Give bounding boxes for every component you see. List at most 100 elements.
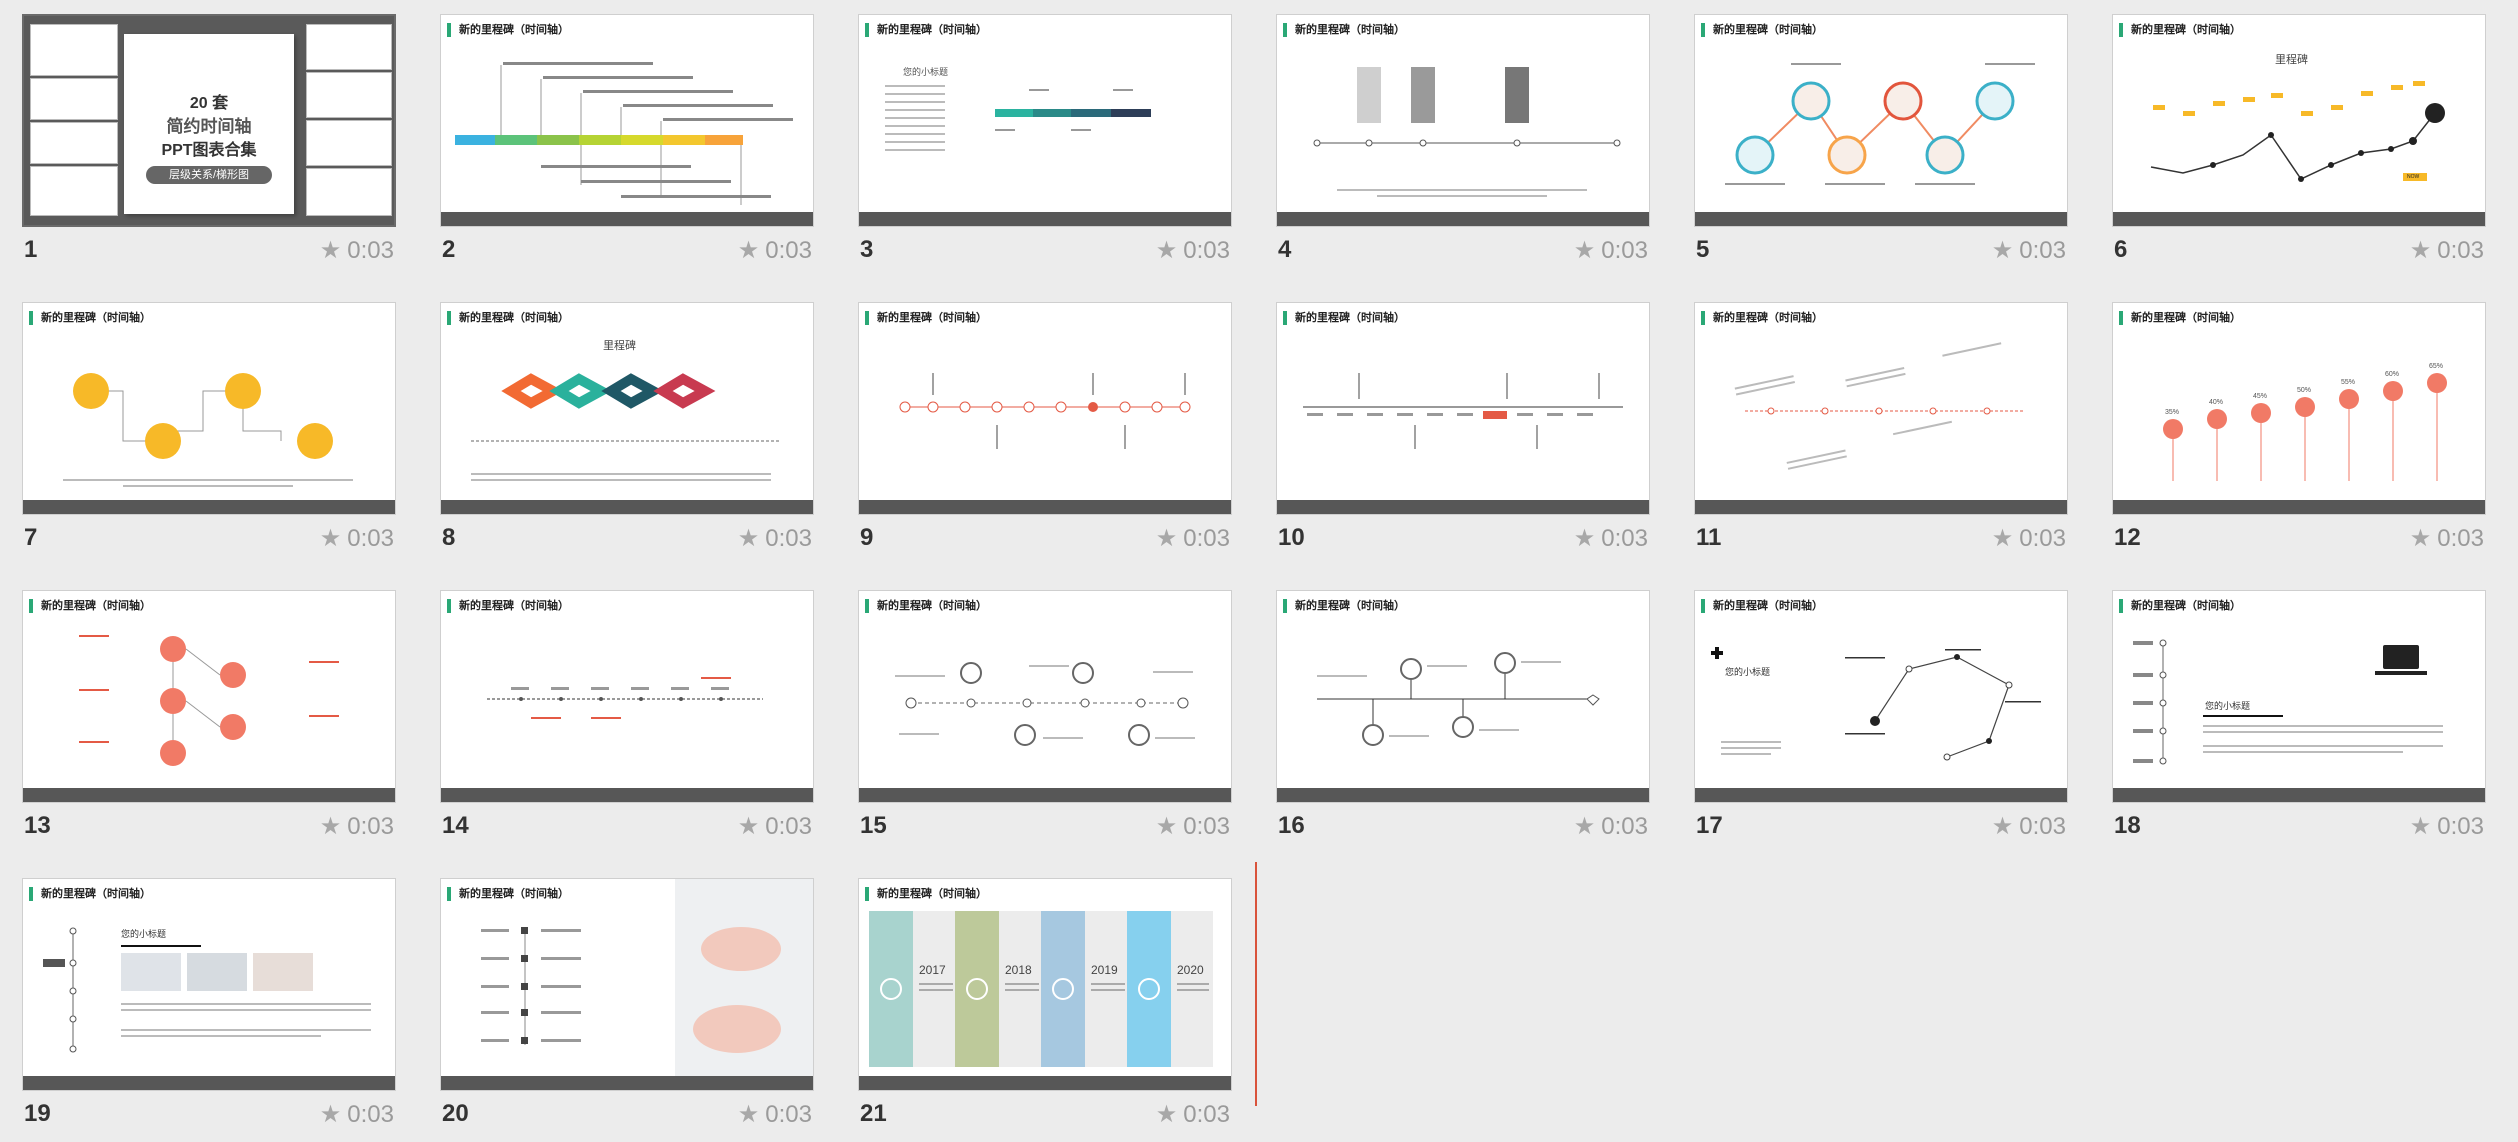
slide-title: 新的里程碑（时间轴） <box>865 23 987 37</box>
slide-footer <box>1277 500 1649 514</box>
timing-value: 0:03 <box>765 813 812 840</box>
slide-thumbnail-3[interactable]: 新的里程碑（时间轴） 您的小标题 3 ★ 0:03 <box>858 14 1232 264</box>
percent-label: 60% <box>2385 371 2400 378</box>
slide-timing[interactable]: ★ 0:03 <box>1156 524 1230 553</box>
slide-timing[interactable]: ★ 0:03 <box>1992 812 2066 841</box>
slide-thumbnail-12[interactable]: 新的里程碑（时间轴） 35% 40% 45% 50% 55% 60% 65% 1… <box>2112 302 2486 552</box>
slide-timing[interactable]: ★ 0:03 <box>1992 236 2066 265</box>
slide-thumbnail-20[interactable]: 新的里程碑（时间轴） 20 ★ 0:03 <box>440 878 814 1128</box>
slide-timing[interactable]: ★ 0:03 <box>738 1100 812 1129</box>
slide-timing[interactable]: ★ 0:03 <box>1992 524 2066 553</box>
slide-timing[interactable]: ★ 0:03 <box>1156 236 1230 265</box>
timing-value: 0:03 <box>2019 237 2066 264</box>
slide-thumbnail-11[interactable]: 新的里程碑（时间轴） 11 ★ 0:03 <box>1694 302 2068 552</box>
slide-thumbnail-5[interactable]: 新的里程碑（时间轴） 5 ★ 0:03 <box>1694 14 2068 264</box>
timeline-graphic <box>1303 373 1623 449</box>
star-icon: ★ <box>319 1101 342 1128</box>
timeline-graphic <box>895 662 1195 746</box>
timeline-graphic <box>2133 639 2443 765</box>
timeline-graphic <box>79 635 339 766</box>
slide-title: 新的里程碑（时间轴） <box>865 599 987 613</box>
star-icon: ★ <box>319 525 342 552</box>
percent-label: 40% <box>2209 399 2224 406</box>
slide-timing[interactable]: ★ 0:03 <box>738 236 812 265</box>
milestone-heading: 里程碑 <box>603 340 636 352</box>
slide-timing[interactable]: ★ 0:03 <box>1156 812 1230 841</box>
star-icon: ★ <box>1155 813 1178 840</box>
timeline-graphic <box>899 373 1191 449</box>
slide-timing[interactable]: ★ 0:03 <box>320 524 394 553</box>
slide-preview: 新的里程碑（时间轴） <box>1276 14 1650 227</box>
timing-value: 0:03 <box>1183 813 1230 840</box>
slide-title: 新的里程碑（时间轴） <box>1701 311 1823 325</box>
slide-thumbnail-10[interactable]: 新的里程碑（时间轴） 10 ★ 0:03 <box>1276 302 1650 552</box>
cover-subtitle: PPT图表合集 <box>161 142 257 159</box>
slide-timing[interactable]: ★ 0:03 <box>738 524 812 553</box>
slide-footer <box>1695 212 2067 226</box>
slide-number: 20 <box>442 1100 469 1127</box>
timeline-graphic <box>1711 647 2041 761</box>
slide-thumbnail-2[interactable]: 新的里程碑（时间轴） 2 ★ 0:03 <box>440 14 814 264</box>
percent-label: 50% <box>2297 387 2312 394</box>
slide-timing[interactable]: ★ 0:03 <box>1574 236 1648 265</box>
slide-thumbnail-8[interactable]: 新的里程碑（时间轴） 里程碑 8 ★ 0:03 <box>440 302 814 552</box>
slide-timing[interactable]: ★ 0:03 <box>320 236 394 265</box>
timeline-graphic <box>1725 63 2035 185</box>
percent-label: 55% <box>2341 379 2356 386</box>
timing-value: 0:03 <box>1601 237 1648 264</box>
slide-timing[interactable]: ★ 0:03 <box>2410 236 2484 265</box>
slide-timing[interactable]: ★ 0:03 <box>1574 524 1648 553</box>
slide-preview: 新的里程碑（时间轴） <box>1694 302 2068 515</box>
timeline-graphic <box>43 927 371 1053</box>
slide-timing[interactable]: ★ 0:03 <box>1574 812 1648 841</box>
slide-preview: 新的里程碑（时间轴） <box>440 14 814 227</box>
slide-preview: 新的里程碑（时间轴） <box>440 878 814 1091</box>
timeline-graphic <box>1313 67 1621 197</box>
slide-title: 新的里程碑（时间轴） <box>447 23 569 37</box>
timeline-graphic <box>2150 81 2445 182</box>
collage-thumb <box>306 120 392 166</box>
slide-timing[interactable]: ★ 0:03 <box>2410 524 2484 553</box>
slide-thumbnail-18[interactable]: 新的里程碑（时间轴） 您的小标题 18 ★ 0:03 <box>2112 590 2486 840</box>
slide-thumbnail-15[interactable]: 新的里程碑（时间轴） 15 ★ 0:03 <box>858 590 1232 840</box>
slide-thumbnail-4[interactable]: 新的里程碑（时间轴） 4 ★ 0:03 <box>1276 14 1650 264</box>
star-icon: ★ <box>1991 237 2014 264</box>
slide-preview: 新的里程碑（时间轴） <box>1276 590 1650 803</box>
percent-label: 65% <box>2429 363 2444 370</box>
slide-thumbnail-14[interactable]: 新的里程碑（时间轴） 14 ★ 0:03 <box>440 590 814 840</box>
slide-footer <box>2113 500 2485 514</box>
slide-thumbnail-6[interactable]: 新的里程碑（时间轴） 里程碑 NOW 6 ★ 0:03 <box>2112 14 2486 264</box>
slide-title: 新的里程碑（时间轴） <box>29 887 151 901</box>
timing-value: 0:03 <box>1183 525 1230 552</box>
collage-thumb <box>30 24 118 76</box>
slide-preview: 新的里程碑（时间轴） <box>22 302 396 515</box>
star-icon: ★ <box>2409 237 2432 264</box>
slide-thumbnail-1[interactable]: 20 套 简约时间轴 PPT图表合集 层级关系/梯形图 1 ★ 0:03 <box>22 14 396 264</box>
slide-thumbnail-21[interactable]: 新的里程碑（时间轴） 2017 2018 2019 2020 21 ★ 0:03 <box>858 878 1232 1128</box>
slide-thumbnail-17[interactable]: 新的里程碑（时间轴） 您的小标题 17 ★ 0:03 <box>1694 590 2068 840</box>
slide-title: 新的里程碑（时间轴） <box>1701 23 1823 37</box>
slide-timing[interactable]: ★ 0:03 <box>320 812 394 841</box>
slide-timing[interactable]: ★ 0:03 <box>320 1100 394 1129</box>
star-icon: ★ <box>737 525 760 552</box>
slide-thumbnail-19[interactable]: 新的里程碑（时间轴） 您的小标题 19 ★ 0:03 <box>22 878 396 1128</box>
slide-footer <box>1277 788 1649 802</box>
year-label: 2019 <box>1091 963 1118 977</box>
star-icon: ★ <box>1155 1101 1178 1128</box>
slide-timing[interactable]: ★ 0:03 <box>738 812 812 841</box>
slide-footer <box>441 1076 813 1090</box>
star-icon: ★ <box>1155 237 1178 264</box>
slide-thumbnail-16[interactable]: 新的里程碑（时间轴） 16 ★ 0:03 <box>1276 590 1650 840</box>
slide-footer <box>1695 788 2067 802</box>
slide-thumbnail-7[interactable]: 新的里程碑（时间轴） 7 ★ 0:03 <box>22 302 396 552</box>
slide-preview: 新的里程碑（时间轴） <box>858 590 1232 803</box>
slide-timing[interactable]: ★ 0:03 <box>1156 1100 1230 1129</box>
slide-thumbnail-9[interactable]: 新的里程碑（时间轴） 9 ★ 0:03 <box>858 302 1232 552</box>
slide-thumbnail-13[interactable]: 新的里程碑（时间轴） 13 ★ 0:03 <box>22 590 396 840</box>
timing-value: 0:03 <box>765 1101 812 1128</box>
slide-timing[interactable]: ★ 0:03 <box>2410 812 2484 841</box>
slide-number: 1 <box>24 236 38 263</box>
slide-preview: 新的里程碑（时间轴） 您的小标题 <box>22 878 396 1091</box>
subtitle-text: 您的小标题 <box>2205 701 2251 711</box>
slide-number: 10 <box>1278 524 1305 551</box>
